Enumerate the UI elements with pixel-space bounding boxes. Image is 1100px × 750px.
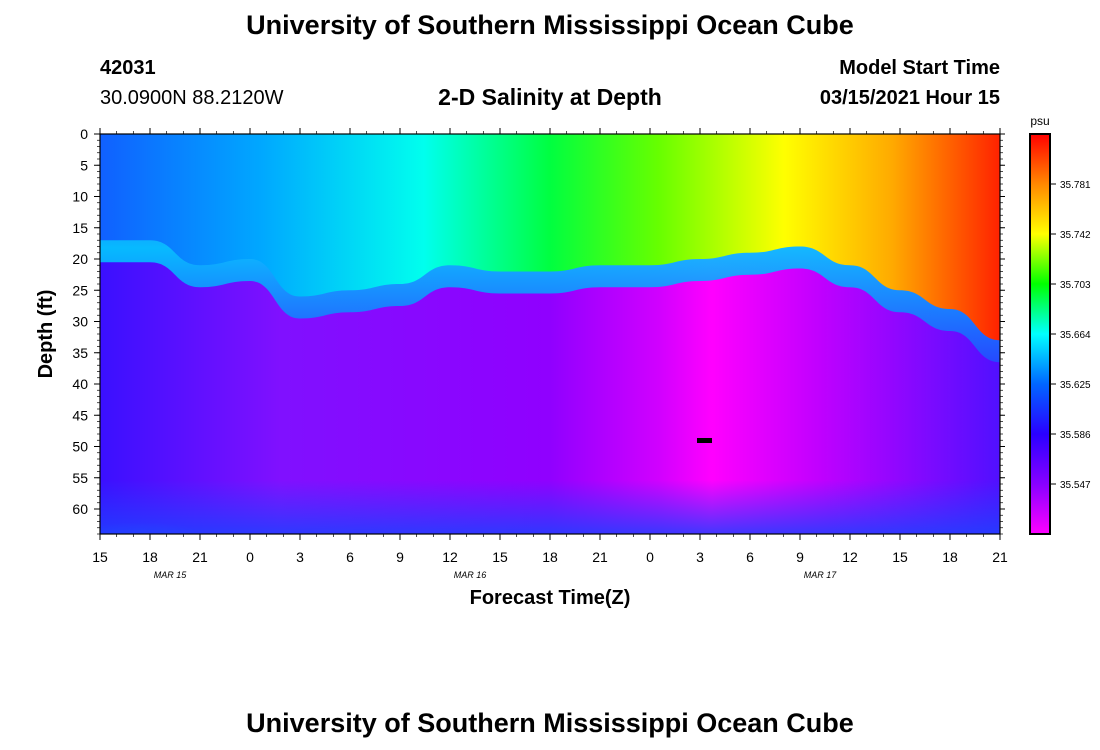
x-tick-label: 12 — [842, 549, 858, 565]
plot-area — [100, 134, 1000, 534]
x-tick-label: 15 — [92, 549, 108, 565]
colorbar-tick-label: 35.664 — [1060, 330, 1091, 341]
y-tick-label: 25 — [72, 282, 88, 298]
date-label: MAR 15 — [154, 570, 188, 580]
page-title: University of Southern Mississippi Ocean… — [246, 10, 854, 40]
x-tick-label: 6 — [746, 549, 754, 565]
model-start-label: Model Start Time — [839, 57, 1000, 79]
bottom-layer — [100, 480, 1000, 534]
colorbar-scale — [1029, 133, 1051, 535]
x-tick-label: 21 — [592, 549, 608, 565]
colorbar-tick-label: 35.742 — [1060, 230, 1091, 241]
y-tick-label: 0 — [80, 126, 88, 142]
y-tick-label: 55 — [72, 470, 88, 486]
footer-title: University of Southern Mississippi Ocean… — [246, 708, 854, 738]
plot-title: 2-D Salinity at Depth — [438, 84, 662, 110]
y-tick-label: 10 — [72, 189, 88, 205]
x-tick-label: 18 — [542, 549, 558, 565]
station-id: 42031 — [100, 57, 156, 79]
date-label: MAR 16 — [454, 570, 487, 580]
y-tick-label: 15 — [72, 220, 88, 236]
colorbar-tick-label: 35.703 — [1060, 280, 1091, 291]
buoy-marker — [697, 438, 712, 443]
x-tick-label: 9 — [796, 549, 804, 565]
colorbar-tick-label: 35.781 — [1060, 180, 1091, 191]
x-tick-label: 12 — [442, 549, 458, 565]
colorbar-tick-label: 35.547 — [1060, 480, 1091, 491]
x-tick-label: 0 — [246, 549, 254, 565]
y-tick-label: 5 — [80, 157, 88, 173]
x-axis-label: Forecast Time(Z) — [470, 587, 631, 609]
x-tick-label: 21 — [992, 549, 1008, 565]
y-tick-label: 20 — [72, 251, 88, 267]
x-tick-label: 15 — [892, 549, 908, 565]
y-tick-label: 45 — [72, 407, 88, 423]
colorbar-tick-label: 35.586 — [1060, 430, 1091, 441]
model-start-value: 03/15/2021 Hour 15 — [819, 87, 1000, 109]
surface-layer — [100, 134, 1000, 341]
y-tick-label: 60 — [72, 501, 88, 517]
x-tick-label: 6 — [346, 549, 354, 565]
colorbar: psu 35.781 35.742 35.703 35.664 35.625 35.586… — [1029, 114, 1091, 535]
x-tick-label: 21 — [192, 549, 208, 565]
colorbar-ticks: 35.781 35.742 35.703 35.664 35.625 35.586 35.5… — [1050, 180, 1091, 491]
colorbar-tick-label: 35.625 — [1060, 380, 1091, 391]
x-tick-label: 9 — [396, 549, 404, 565]
date-labels: MAR 15 MAR 16 MAR 17 — [154, 570, 838, 580]
x-tick-label: 0 — [646, 549, 654, 565]
x-tick-label: 3 — [296, 549, 304, 565]
y-tick-label: 50 — [72, 439, 88, 455]
x-tick-label: 18 — [942, 549, 958, 565]
y-tick-label: 30 — [72, 314, 88, 330]
y-axis-label: Depth (ft) — [35, 290, 57, 379]
station-location: 30.0900N 88.2120W — [100, 87, 284, 109]
y-tick-label: 35 — [72, 345, 88, 361]
x-tick-label: 18 — [142, 549, 158, 565]
y-tick-label: 40 — [72, 376, 88, 392]
y-axis: 0 5 10 15 20 25 30 35 40 45 50 55 60 — [72, 126, 1005, 535]
colorbar-unit: psu — [1030, 114, 1049, 128]
date-label: MAR 17 — [804, 570, 838, 580]
x-tick-label: 15 — [492, 549, 508, 565]
x-axis: 15 18 21 0 3 6 9 12 15 18 21 0 3 6 9 12 15 18 21 — [92, 128, 1008, 565]
x-tick-label: 3 — [696, 549, 704, 565]
